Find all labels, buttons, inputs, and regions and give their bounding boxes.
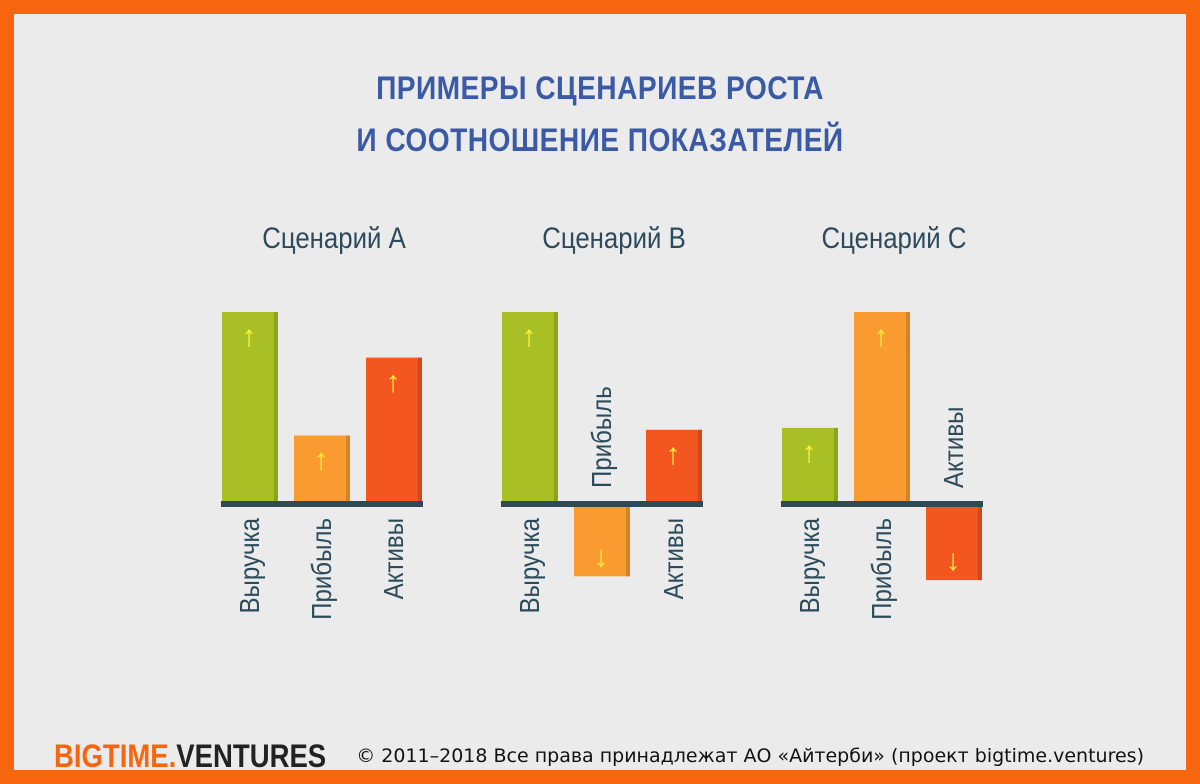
baseline [501, 501, 703, 507]
arrow-down-icon: ↓ [946, 544, 961, 577]
brand-logo-part-1: BIGTIME. [54, 738, 177, 774]
category-label: Выручка [233, 518, 265, 614]
brand-logo: BIGTIME.VENTURES [54, 736, 326, 776]
arrow-up-icon: ↑ [874, 320, 889, 353]
scenario-group: Сценарий A ↑ Выручка ↑ Прибыль ↑ Активы [221, 221, 423, 620]
title-line-2: И СООТНОШЕНИЕ ПОКАЗАТЕЛЕЙ [356, 122, 844, 158]
bar-edge [346, 435, 350, 502]
bar [854, 312, 910, 502]
arrow-up-icon: ↑ [314, 444, 329, 477]
bar [646, 429, 702, 502]
scenario-group: Сценарий C ↑ Выручка ↑ Прибыль ↓ Активы [781, 221, 983, 620]
category-label: Активы [657, 518, 689, 599]
bar [222, 312, 278, 502]
arrow-up-icon: ↑ [242, 320, 257, 353]
bar-edge [906, 312, 910, 502]
category-label: Выручка [793, 518, 825, 614]
arrow-up-icon: ↑ [802, 436, 817, 469]
scenario-title: Сценарий B [542, 221, 686, 254]
bar [926, 506, 982, 581]
category-label: Прибыль [305, 518, 337, 620]
category-label: Прибыль [865, 518, 897, 620]
category-label: Активы [377, 518, 409, 599]
bar-edge [698, 429, 702, 502]
chart-title: ПРИМЕРЫ СЦЕНАРИЕВ РОСТА И СООТНОШЕНИЕ ПО… [84, 62, 1115, 166]
baseline [781, 501, 983, 507]
baseline [221, 501, 423, 507]
bar [574, 506, 630, 577]
arrow-up-icon: ↑ [522, 320, 537, 353]
bar-edge [834, 427, 838, 502]
category-label: Активы [937, 407, 969, 488]
scenario-title: Сценарий A [262, 221, 406, 254]
scenario-group: Сценарий B ↑ Выручка ↓ Прибыль ↑ Активы [501, 221, 703, 614]
brand-logo-part-2: VENTURES [176, 738, 327, 774]
arrow-up-icon: ↑ [386, 366, 401, 399]
title-line-1: ПРИМЕРЫ СЦЕНАРИЕВ РОСТА [376, 70, 824, 106]
bar-edge [626, 506, 630, 577]
category-label: Прибыль [585, 386, 617, 488]
scenario-charts: Сценарий A↑Выручка↑Прибыль↑АктивыСценари… [221, 221, 983, 620]
category-label: Выручка [513, 518, 545, 614]
arrow-up-icon: ↑ [666, 438, 681, 471]
bar-edge [418, 357, 422, 502]
arrow-down-icon: ↓ [594, 540, 609, 573]
bar [502, 312, 558, 502]
bar [782, 427, 838, 502]
scenario-title: Сценарий C [822, 221, 967, 254]
bar [294, 435, 350, 502]
bar [366, 357, 422, 502]
bar-edge [554, 312, 558, 502]
bar-edge [274, 312, 278, 502]
copyright-text: © 2011–2018 Все права принадлежат АО «Ай… [356, 745, 1144, 767]
chart-card: ПРИМЕРЫ СЦЕНАРИЕВ РОСТА И СООТНОШЕНИЕ ПО… [14, 14, 1186, 774]
bar-edge [978, 506, 982, 581]
